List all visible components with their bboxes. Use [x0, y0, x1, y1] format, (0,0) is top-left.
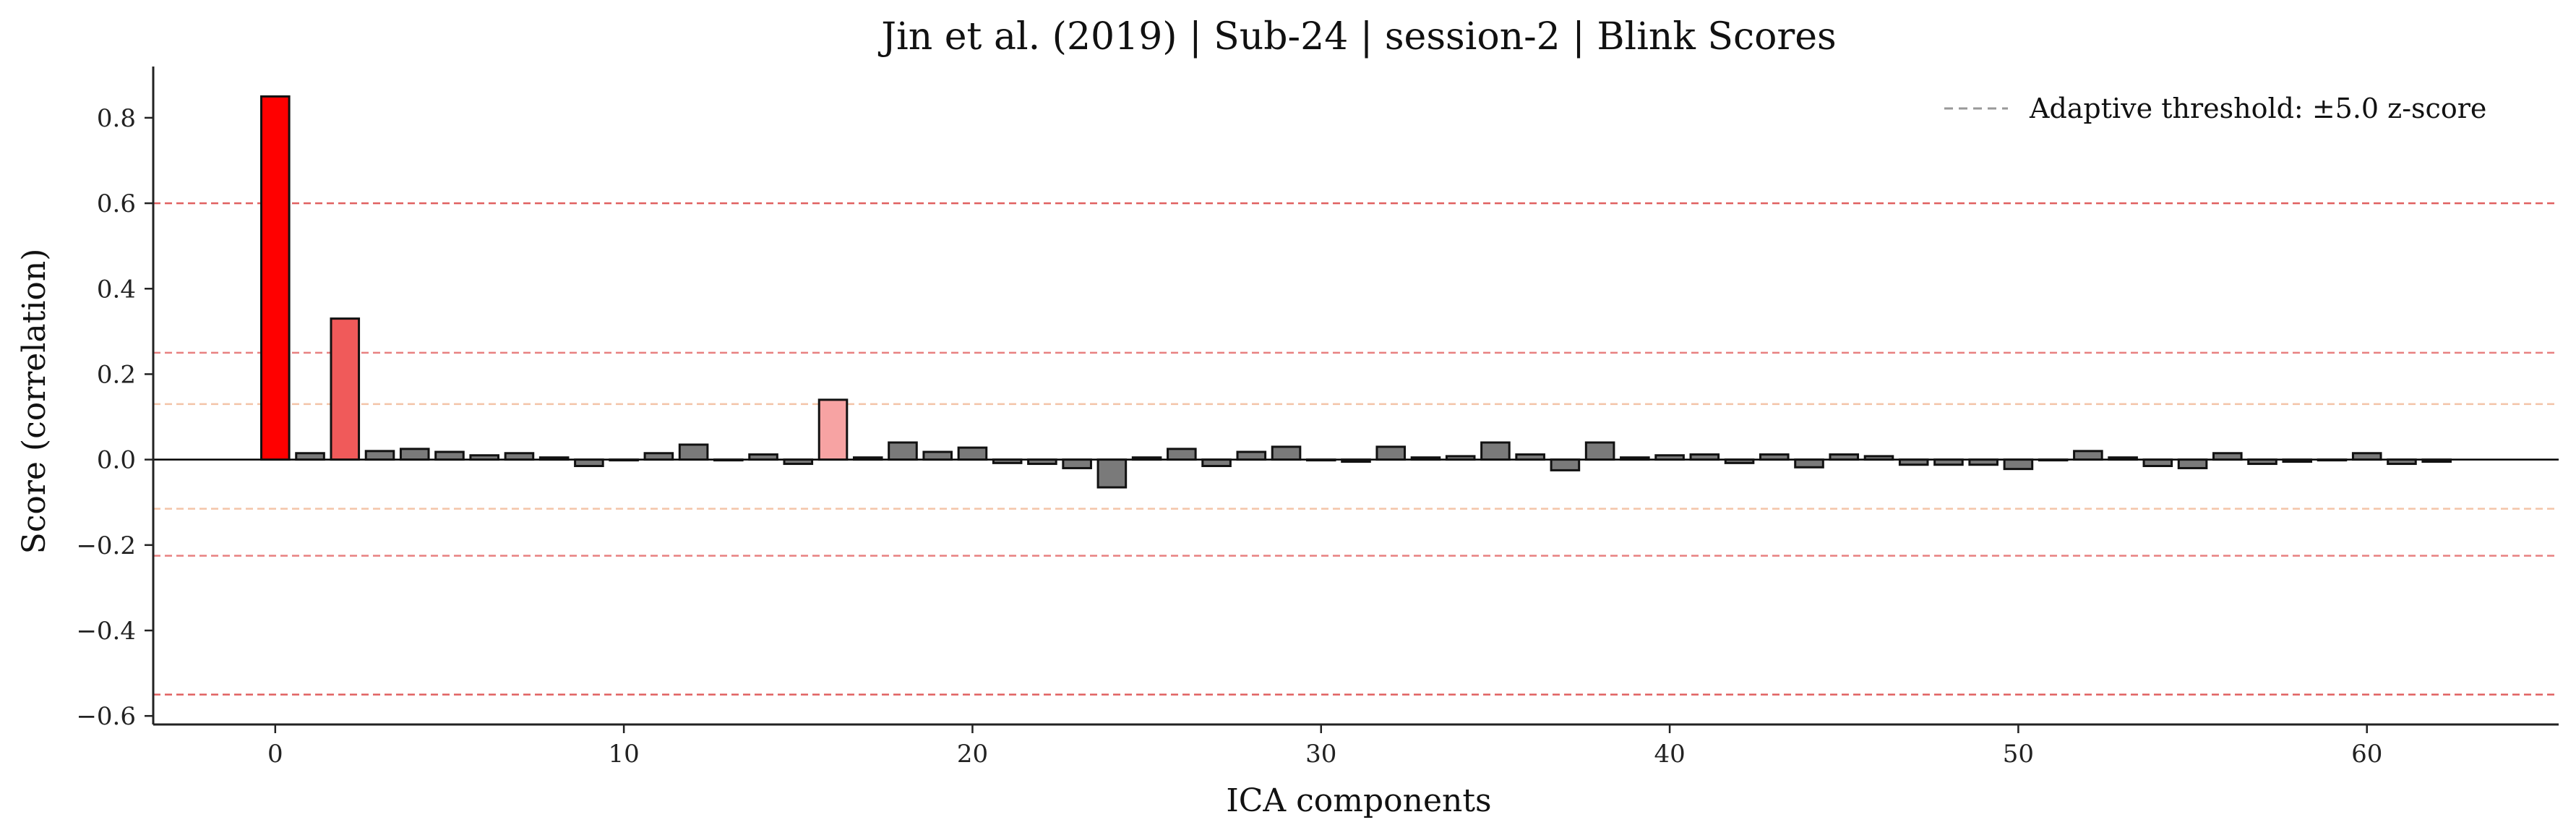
bar-component-51	[2038, 458, 2069, 462]
bar-component-17	[852, 456, 883, 461]
bar-component-43	[1759, 453, 1790, 461]
bar-component-14	[748, 453, 778, 461]
threshold-lines	[153, 202, 2559, 696]
bar-component-34	[1445, 455, 1476, 461]
bar-component-36	[1515, 453, 1545, 461]
x-tick-label: 60	[2351, 740, 2382, 769]
x-tick-label: 40	[1654, 740, 1685, 769]
chart-title: Jin et al. (2019) | Sub-24 | session-2 |…	[877, 15, 1836, 59]
bar-component-3	[364, 450, 395, 461]
bar-component-24	[1096, 458, 1128, 489]
bar-component-29	[1271, 445, 1302, 461]
bar-component-54	[2142, 458, 2173, 467]
bar-component-18	[888, 441, 918, 461]
bars	[260, 95, 2452, 489]
bar-component-61	[2387, 458, 2417, 466]
bar-component-7	[504, 452, 535, 461]
bar-component-46	[1863, 455, 1894, 461]
bar-component-60	[2351, 452, 2382, 461]
bar-component-53	[2108, 456, 2138, 461]
x-tick-label: 10	[608, 740, 639, 769]
bar-component-12	[678, 443, 709, 461]
bar-component-41	[1689, 453, 1720, 461]
bar-component-15	[783, 458, 814, 466]
bar-component-27	[1201, 458, 1232, 467]
bar-component-57	[2247, 458, 2277, 466]
x-tick-label: 30	[1305, 740, 1336, 769]
bar-component-38	[1584, 441, 1615, 461]
bar-component-39	[1620, 456, 1650, 461]
bar-component-21	[992, 458, 1023, 464]
bar-component-19	[922, 450, 953, 461]
bar-component-25	[1131, 456, 1162, 461]
bar-component-55	[2177, 458, 2208, 469]
y-tick-label: 0.2	[97, 360, 136, 389]
bar-component-42	[1724, 458, 1755, 464]
y-axis-label: Score (correlation)	[16, 249, 53, 555]
bar-component-48	[1933, 458, 1964, 466]
bar-component-13	[713, 458, 744, 462]
bar-component-6	[469, 454, 499, 461]
y-tick-label: 0.6	[97, 189, 136, 218]
bar-component-8	[538, 456, 570, 461]
bar-component-50	[2003, 458, 2034, 471]
bar-component-35	[1480, 441, 1511, 461]
y-tick-label: 0.8	[97, 104, 136, 133]
bar-component-58	[2282, 458, 2313, 463]
bar-component-56	[2212, 452, 2243, 461]
x-tick-label: 50	[2003, 740, 2034, 769]
x-tick-label: 0	[267, 740, 283, 769]
bar-component-47	[1898, 458, 1929, 466]
bar-component-2	[330, 317, 361, 461]
bar-component-28	[1236, 450, 1267, 461]
bar-component-22	[1027, 458, 1057, 466]
bar-component-32	[1375, 445, 1407, 461]
y-tick-label: −0.6	[76, 702, 136, 731]
bar-component-31	[1341, 458, 1371, 463]
y-tick-label: −0.4	[76, 617, 136, 646]
bar-component-9	[574, 458, 604, 467]
bar-component-26	[1167, 448, 1197, 461]
y-tick-label: 0.0	[97, 446, 136, 475]
legend-label: Adaptive threshold: ±5.0 z-score	[2029, 93, 2486, 124]
bar-component-52	[2073, 450, 2103, 461]
bar-component-59	[2317, 458, 2348, 462]
bar-component-44	[1794, 458, 1824, 469]
y-ticks: −0.6 −0.4 −0.2 0.0 0.2 0.4 0.6 0.8	[76, 104, 153, 731]
bar-component-33	[1410, 456, 1441, 461]
axes	[152, 67, 2559, 726]
bar-component-16	[817, 398, 849, 461]
legend: Adaptive threshold: ±5.0 z-score	[1944, 93, 2486, 124]
bar-component-30	[1305, 458, 1336, 462]
bar-component-1	[295, 452, 325, 461]
bar-component-37	[1550, 458, 1581, 471]
x-tick-label: 20	[957, 740, 988, 769]
bar-component-10	[609, 458, 639, 462]
bar-component-45	[1829, 453, 1860, 461]
bar-component-5	[434, 450, 465, 461]
bar-component-23	[1062, 458, 1092, 469]
bar-component-4	[399, 448, 430, 461]
bar-component-0	[260, 95, 291, 461]
bar-component-11	[643, 452, 674, 461]
bar-component-62	[2421, 458, 2452, 463]
x-axis-label: ICA components	[1226, 782, 1491, 819]
bar-component-20	[957, 446, 988, 461]
y-tick-label: −0.2	[76, 531, 136, 560]
bar-component-49	[1968, 458, 1998, 466]
bar-component-40	[1654, 454, 1685, 461]
x-ticks: 0 10 20 30 40 50 60	[267, 724, 2382, 769]
y-tick-label: 0.4	[97, 275, 136, 304]
